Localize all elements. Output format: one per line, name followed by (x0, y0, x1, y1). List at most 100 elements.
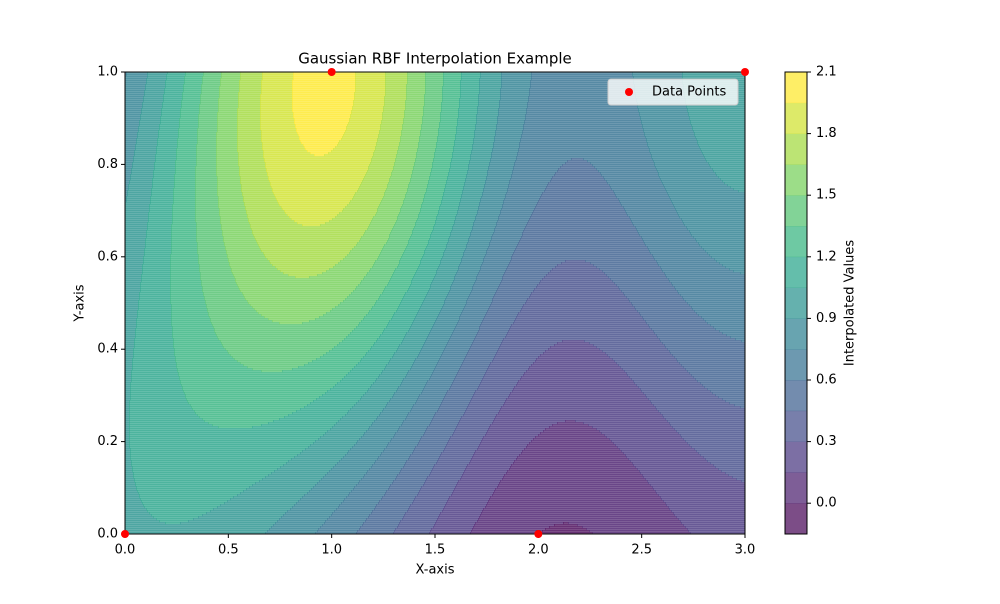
contour-band (198, 256, 228, 259)
contour-band (730, 186, 746, 189)
contour-band (181, 104, 200, 107)
contour-band (315, 440, 358, 443)
contour-band (300, 140, 340, 143)
contour-band (125, 260, 144, 263)
contour-band (130, 386, 183, 389)
contour-band (435, 522, 476, 525)
contour-band (211, 322, 280, 325)
contour-band (626, 372, 690, 375)
contour-band (394, 392, 422, 395)
contour-band (135, 334, 173, 337)
contour-band (382, 112, 405, 115)
contour-band (195, 204, 219, 207)
contour-band (487, 502, 666, 505)
contour-band (397, 218, 418, 221)
contour-band (410, 326, 433, 329)
contour-band (719, 330, 746, 333)
contour-band (400, 136, 420, 139)
contour-band (229, 262, 271, 265)
contour-band (668, 194, 746, 197)
contour-band (175, 356, 233, 359)
contour-band (344, 498, 382, 501)
contour-band (262, 478, 322, 481)
contour-band (470, 158, 491, 161)
contour-band (195, 218, 221, 221)
contour-band (697, 142, 746, 145)
contour-band (358, 362, 389, 365)
contour-band (459, 104, 479, 107)
contour-band (367, 470, 401, 473)
contour-band (173, 346, 224, 349)
contour-band (434, 464, 468, 467)
contour-band (143, 258, 171, 261)
contour-band (529, 88, 635, 91)
contour-band (184, 392, 326, 395)
contour-band (261, 88, 293, 91)
contour-band (404, 464, 435, 467)
contour-band (551, 178, 605, 181)
contour-band (196, 148, 217, 151)
contour-band (349, 294, 381, 297)
contour-band (199, 110, 219, 113)
contour-band (448, 440, 482, 443)
contour-band (518, 312, 640, 315)
contour-band (512, 172, 556, 175)
contour-band (125, 158, 134, 161)
contour-band (504, 474, 643, 477)
contour-band (173, 200, 196, 203)
contour-band (652, 158, 706, 161)
contour-band (125, 144, 136, 147)
contour-band (508, 264, 558, 267)
contour-band (183, 90, 202, 93)
contour-band (364, 432, 396, 435)
contour-band (195, 168, 217, 171)
contour-band (280, 466, 334, 469)
contour-band (391, 230, 413, 233)
contour-band (139, 292, 171, 295)
contour-band (154, 168, 176, 171)
contour-band (475, 280, 502, 283)
contour-band (412, 452, 442, 455)
contour-band (176, 364, 244, 367)
contour-band (447, 442, 481, 445)
contour-band (432, 162, 451, 165)
contour-band (125, 376, 132, 379)
contour-band (262, 72, 294, 75)
contour-band (152, 184, 175, 187)
contour-band (431, 528, 473, 531)
contour-band (258, 244, 357, 247)
contour-band (129, 400, 188, 403)
contour-band (125, 234, 147, 237)
contour-band (434, 524, 475, 527)
contour-band (448, 498, 490, 501)
contour-band (140, 282, 171, 285)
contour-band (703, 456, 746, 459)
contour-band (356, 364, 387, 367)
contour-band (133, 354, 175, 357)
contour-band (356, 402, 388, 405)
contour-band (133, 472, 272, 475)
contour-band (156, 148, 177, 151)
contour-band (590, 262, 658, 265)
contour-band (191, 406, 305, 409)
contour-band (199, 268, 232, 271)
contour-band (170, 290, 203, 293)
data-point (121, 530, 129, 538)
contour-band (132, 166, 155, 169)
contour-band (527, 298, 629, 301)
contour-band (292, 104, 354, 107)
contour-band (200, 272, 233, 275)
contour-band (269, 528, 319, 531)
contour-band (295, 124, 348, 127)
contour-band (238, 94, 261, 97)
contour-band (182, 386, 334, 389)
contour-band (594, 166, 656, 169)
contour-band (383, 110, 405, 113)
contour-band (466, 354, 496, 357)
contour-band (478, 272, 505, 275)
contour-band (415, 158, 434, 161)
contour-band (536, 358, 613, 361)
contour-band (494, 356, 539, 359)
contour-band (398, 428, 427, 431)
contour-band (386, 242, 409, 245)
